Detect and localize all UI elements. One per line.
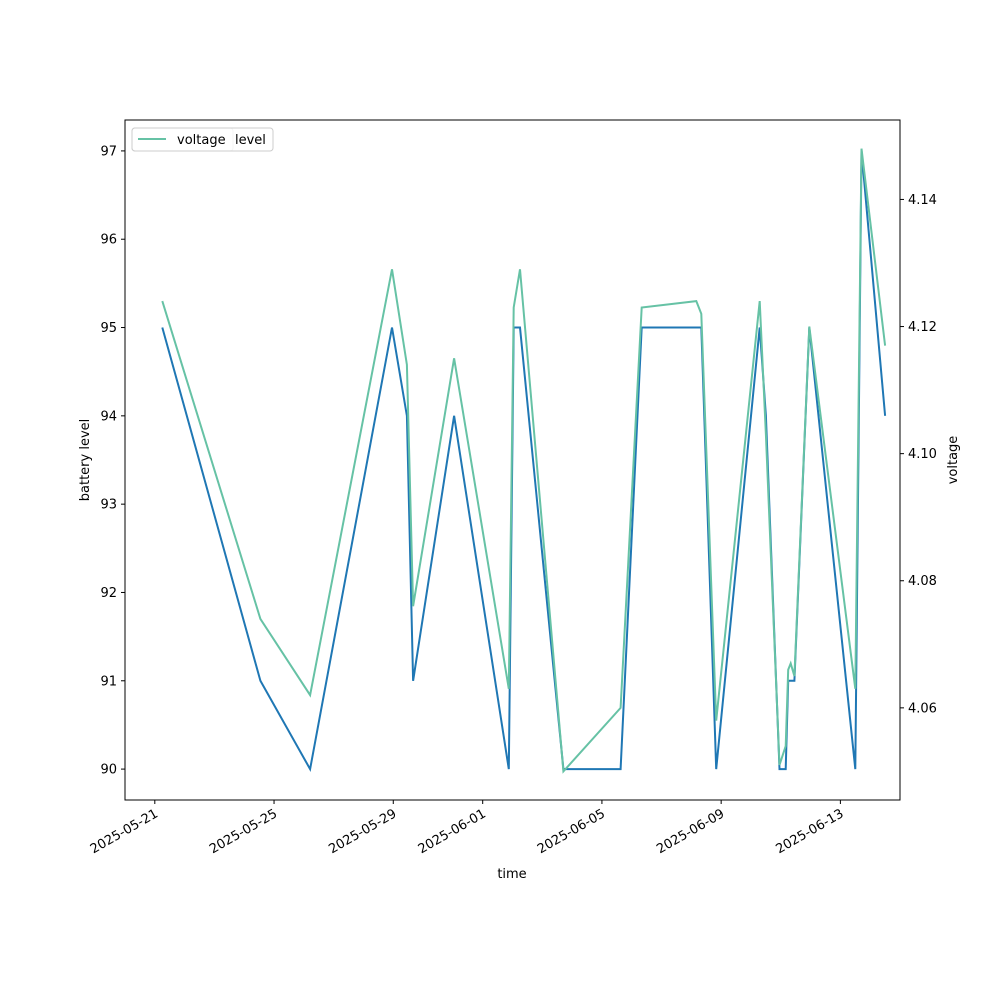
series-line-level bbox=[161, 150, 887, 772]
y2-tick-label: 4.14 bbox=[908, 193, 937, 208]
y-tick-label: 95 bbox=[100, 321, 117, 336]
y2-tick-label: 4.10 bbox=[908, 447, 937, 462]
x-axis-ticks: 2025-05-21 2025-05-25 2025-05-29 2025-06-01… bbox=[88, 800, 846, 857]
x-tick-label: 2025-05-21 bbox=[88, 806, 161, 857]
legend-box-level bbox=[131, 127, 274, 152]
y2-tick-label: 4.06 bbox=[908, 701, 937, 716]
x-tick-label: 2025-06-13 bbox=[773, 806, 846, 857]
x-tick-label: 2025-05-29 bbox=[326, 806, 399, 857]
x-tick-label: 2025-06-09 bbox=[654, 806, 727, 857]
y-tick-label: 93 bbox=[100, 498, 117, 513]
legend-label-voltage: voltage bbox=[177, 133, 226, 148]
y2-axis-label: voltage bbox=[946, 436, 961, 485]
y-tick-label: 96 bbox=[100, 233, 117, 248]
y2-axis-ticks: 4.06 4.08 4.10 4.12 4.14 bbox=[900, 193, 937, 716]
y-axis-label: battery level bbox=[78, 419, 93, 502]
x-tick-label: 2025-05-25 bbox=[207, 806, 280, 857]
legend-label-level: level bbox=[235, 133, 266, 148]
y-tick-label: 94 bbox=[100, 409, 117, 424]
y2-tick-label: 4.12 bbox=[908, 320, 937, 335]
series-layer bbox=[161, 148, 887, 774]
y-axis-ticks: 90 91 92 93 94 95 96 97 bbox=[100, 144, 125, 778]
legend: level voltage bbox=[131, 127, 274, 152]
y2-tick-label: 4.08 bbox=[908, 574, 937, 589]
plot-frame bbox=[124, 119, 901, 801]
y-tick-label: 97 bbox=[100, 144, 117, 159]
x-tick-label: 2025-06-01 bbox=[416, 806, 489, 857]
x-axis-label: time bbox=[497, 867, 526, 882]
y-tick-label: 90 bbox=[100, 763, 117, 778]
series-line-voltage bbox=[161, 148, 887, 774]
y-tick-label: 92 bbox=[100, 586, 117, 601]
x-tick-label: 2025-06-05 bbox=[535, 806, 608, 857]
y-tick-label: 91 bbox=[100, 674, 117, 689]
